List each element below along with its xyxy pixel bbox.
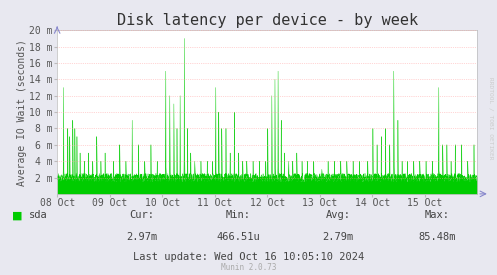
- Text: Munin 2.0.73: Munin 2.0.73: [221, 263, 276, 272]
- Title: Disk latency per device - by week: Disk latency per device - by week: [117, 13, 417, 28]
- Text: Last update: Wed Oct 16 10:05:10 2024: Last update: Wed Oct 16 10:05:10 2024: [133, 252, 364, 262]
- Text: 2.97m: 2.97m: [126, 232, 157, 242]
- Text: Cur:: Cur:: [129, 210, 154, 220]
- Text: Min:: Min:: [226, 210, 251, 220]
- Text: 85.48m: 85.48m: [418, 232, 456, 242]
- Text: 466.51u: 466.51u: [217, 232, 260, 242]
- Y-axis label: Average IO Wait (seconds): Average IO Wait (seconds): [17, 39, 27, 186]
- Text: 2.79m: 2.79m: [323, 232, 353, 242]
- Text: ■: ■: [12, 210, 23, 220]
- Text: Avg:: Avg:: [326, 210, 350, 220]
- Text: RRDTOOL / TOBI OETIKER: RRDTOOL / TOBI OETIKER: [489, 77, 494, 160]
- Text: sda: sda: [29, 210, 48, 220]
- Text: Max:: Max:: [425, 210, 450, 220]
